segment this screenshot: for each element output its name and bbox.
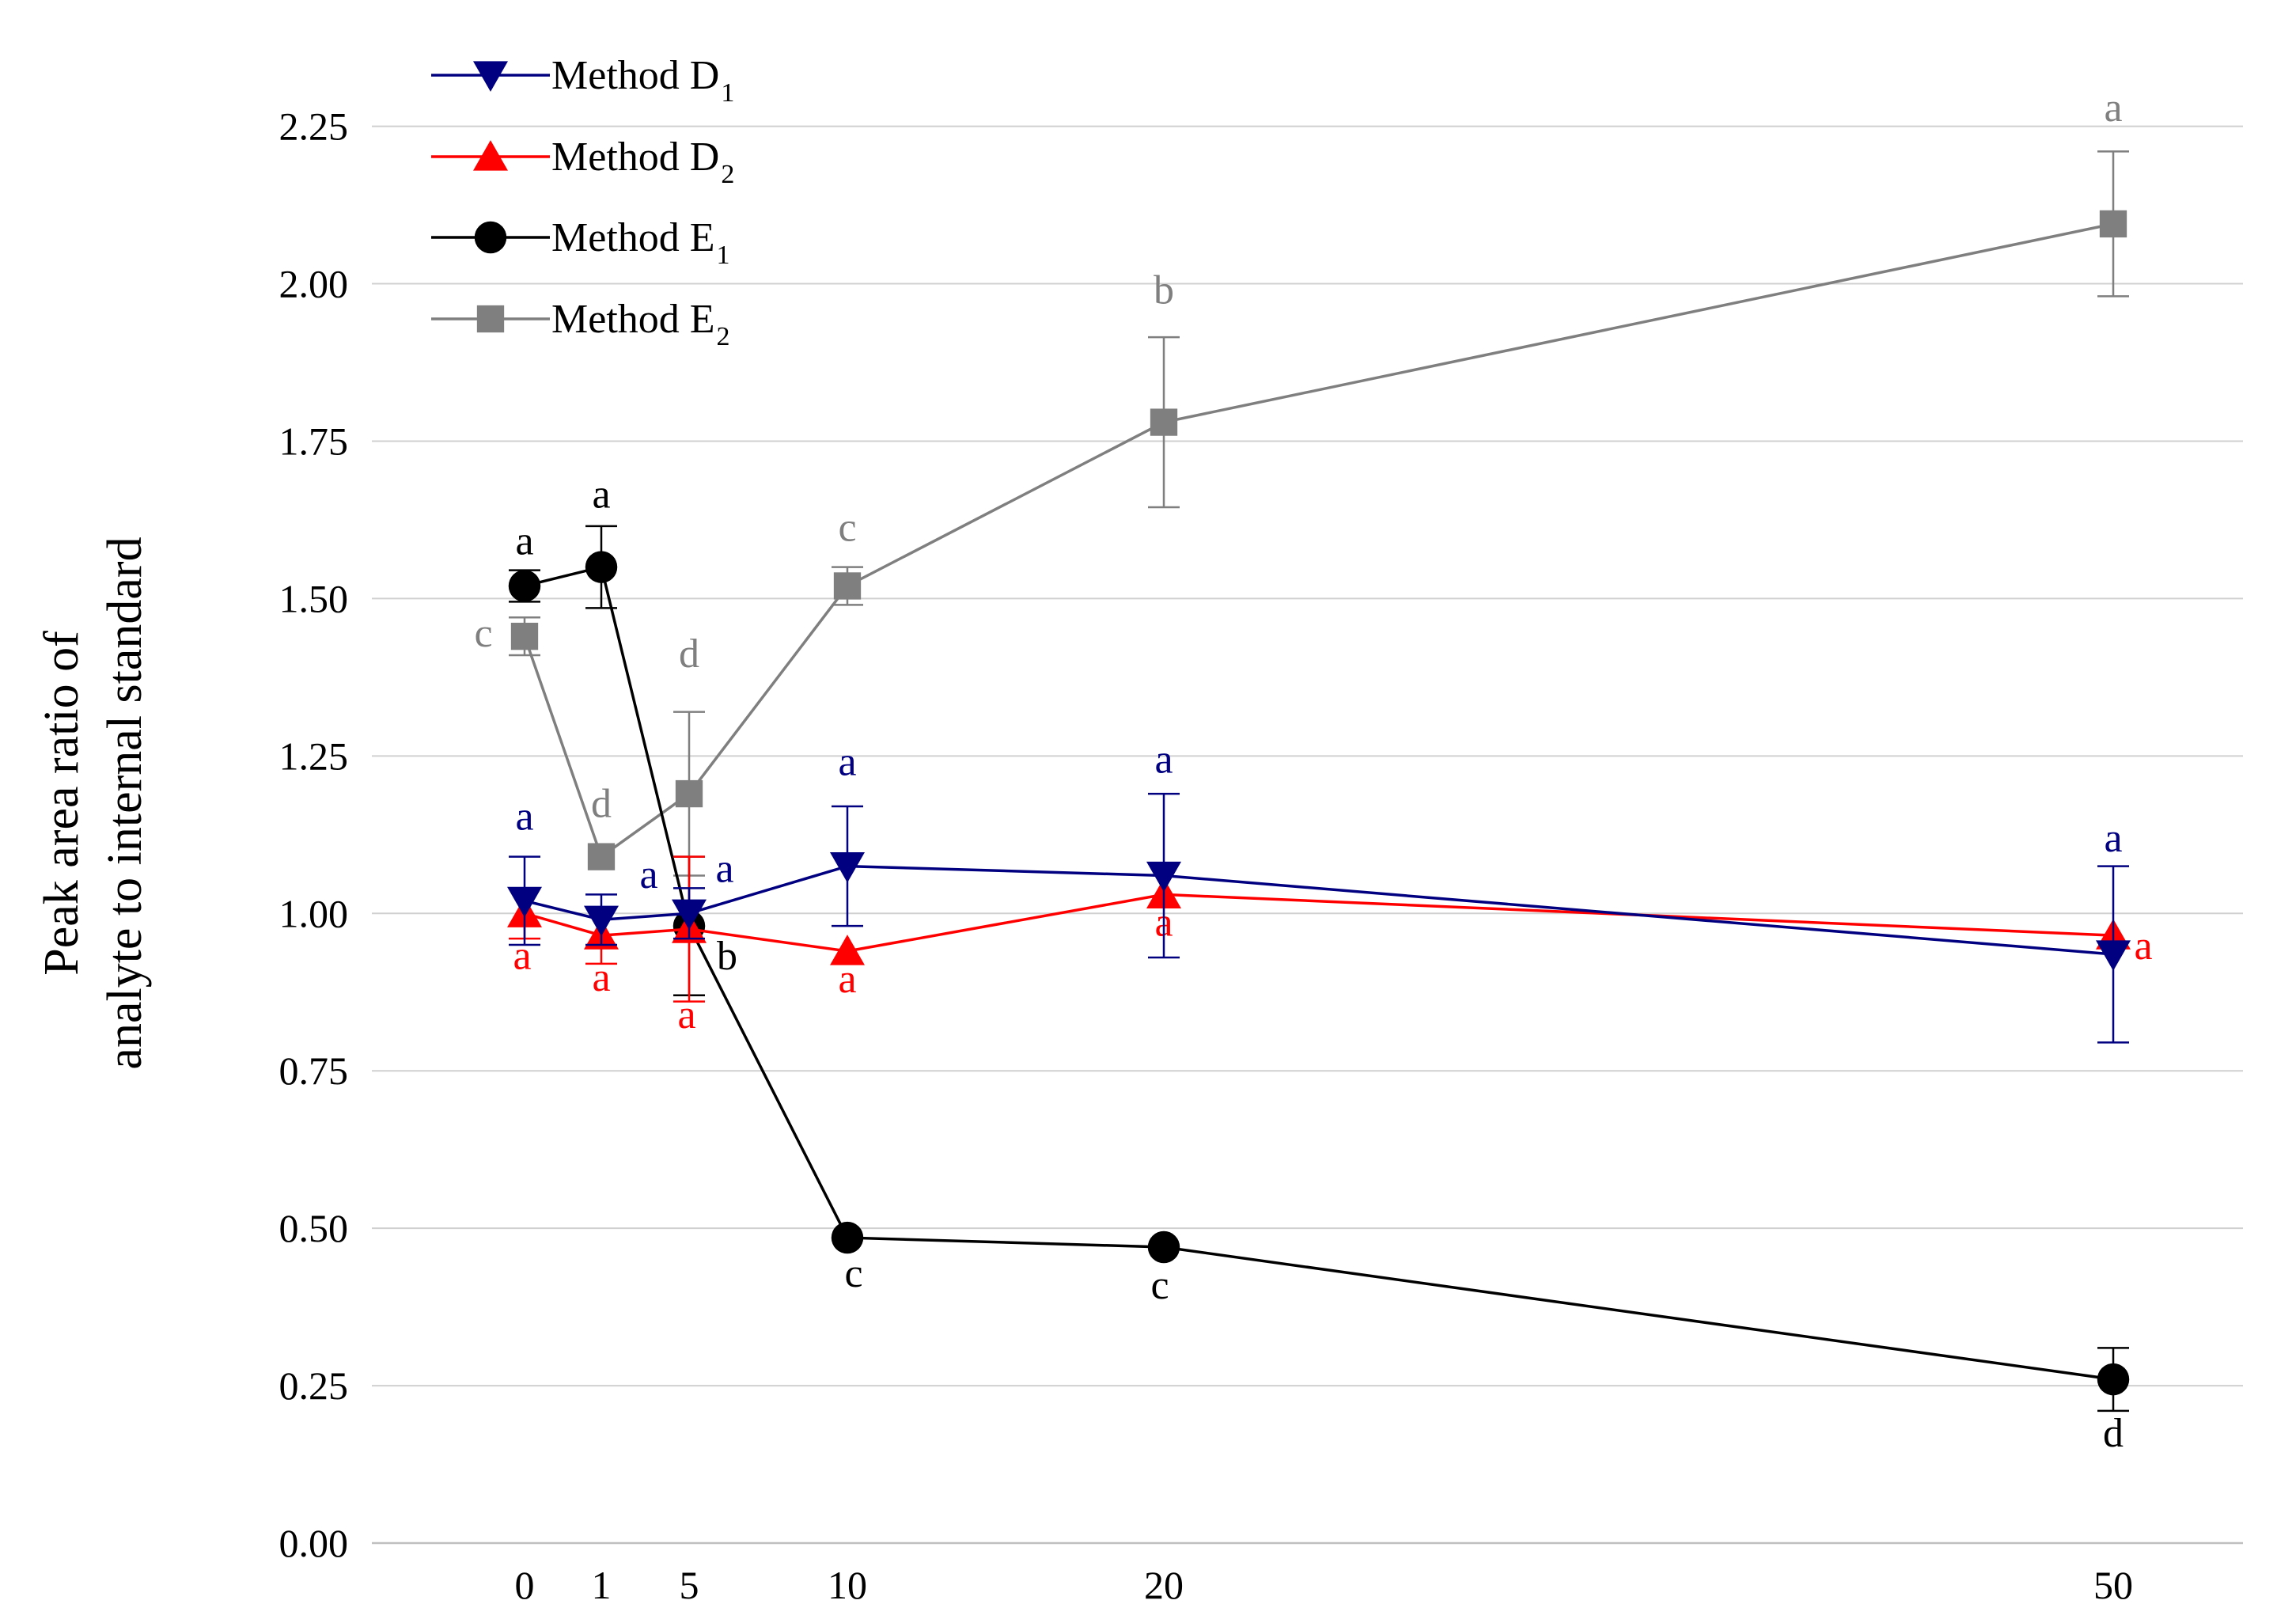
- marker-circle: [474, 221, 507, 254]
- x-tick-label: 10: [828, 1563, 867, 1607]
- y-tick-label: 1.75: [279, 419, 349, 463]
- significance-letter: a: [592, 955, 610, 1000]
- x-tick-label: 1: [592, 1563, 612, 1607]
- legend-label-subscript: 2: [721, 160, 734, 189]
- significance-letter: a: [2104, 816, 2122, 861]
- significance-letter: a: [715, 846, 733, 891]
- marker-triangle-down: [1146, 861, 1181, 893]
- axis-labels: Peak area ratio of analyte to internal st…: [35, 537, 152, 1069]
- significance-letter: a: [838, 957, 856, 1002]
- marker-circle: [831, 1221, 864, 1254]
- y-tick-label: 2.00: [279, 262, 349, 306]
- marker-square: [587, 843, 616, 870]
- series-method-d-2: a a a a a a: [507, 855, 2153, 1037]
- significance-letter: a: [2104, 85, 2122, 131]
- significance-letter: a: [838, 740, 856, 785]
- significance-letter: a: [513, 933, 531, 978]
- y-tick-label: 1.50: [279, 576, 349, 620]
- legend-label: Method D: [551, 135, 719, 180]
- x-tick-label: 20: [1144, 1563, 1184, 1607]
- significance-letter: d: [679, 631, 699, 677]
- marker-triangle-down: [507, 886, 542, 918]
- significance-letter: a: [2134, 923, 2152, 969]
- marker-square: [1150, 408, 1178, 436]
- axes: 0.00 0.25 0.50 0.75 1.00 1.25 1.50 1.75 2.00 2.25…: [279, 104, 2243, 1607]
- significance-letter: a: [639, 852, 657, 897]
- marker-circle: [508, 570, 541, 602]
- marker-triangle-down: [473, 61, 508, 92]
- significance-letter: a: [515, 794, 533, 839]
- significance-letter: a: [592, 472, 610, 518]
- significance-letter: a: [515, 518, 533, 563]
- series-line: [524, 565, 2114, 1381]
- y-tick-label: 1.25: [279, 734, 349, 778]
- marker-circle: [585, 551, 618, 583]
- y-tick-label: 2.25: [279, 104, 349, 149]
- y-tick-label: 0.50: [279, 1206, 349, 1250]
- legend-label: Method E: [551, 215, 715, 260]
- y-tick-label: 0.75: [279, 1049, 349, 1093]
- y-tick-label: 0.25: [279, 1363, 349, 1408]
- legend-label-subscript: 1: [721, 78, 734, 108]
- significance-letter: c: [844, 1251, 862, 1296]
- series-line: [524, 864, 2114, 956]
- significance-letter: d: [591, 782, 612, 827]
- marker-square: [2099, 210, 2127, 238]
- marker-square: [476, 305, 505, 333]
- marker-circle: [2097, 1363, 2130, 1396]
- significance-letter: a: [1154, 738, 1173, 783]
- y-axis-label-line: analyte to internal standard: [98, 537, 152, 1069]
- series-line: [523, 222, 2114, 859]
- series-line: [524, 893, 2114, 953]
- marker-square: [833, 572, 862, 600]
- y-tick-label: 1.00: [279, 891, 349, 935]
- marker-triangle-down: [584, 905, 619, 937]
- significance-letter: c: [474, 611, 492, 656]
- significance-letter: c: [1150, 1263, 1169, 1308]
- x-tick-label: 50: [2093, 1563, 2133, 1607]
- marker-triangle-up: [830, 935, 865, 965]
- marker-triangle-up: [473, 140, 508, 171]
- x-tick-label: 0: [515, 1563, 535, 1607]
- y-axis-label: Peak area ratio of analyte to internal st…: [35, 537, 152, 1069]
- significance-letter: c: [838, 505, 856, 550]
- legend-label: Method E: [551, 297, 715, 342]
- significance-letter: d: [2103, 1411, 2124, 1456]
- marker-square: [675, 779, 703, 808]
- significance-letter: a: [677, 992, 695, 1037]
- significance-letter: b: [1154, 268, 1174, 313]
- y-tick-label: 0.00: [279, 1521, 349, 1565]
- legend-label: Method D: [551, 53, 719, 98]
- x-tick-label: 5: [680, 1563, 699, 1607]
- marker-circle: [1147, 1231, 1180, 1264]
- series-method-e-2: c d d c b a: [474, 85, 2129, 877]
- y-axis-label-line: Peak area ratio of: [35, 631, 89, 976]
- marker-triangle-down: [2096, 940, 2131, 971]
- legend-label-subscript: 1: [717, 241, 730, 270]
- legend-label-subscript: 2: [717, 322, 730, 351]
- marker-square: [510, 622, 539, 650]
- marker-triangle-down: [830, 851, 865, 883]
- series-method-d-1: a a a a a a: [507, 738, 2131, 1044]
- significance-letter: b: [717, 934, 737, 979]
- marker-triangle-down: [672, 899, 707, 931]
